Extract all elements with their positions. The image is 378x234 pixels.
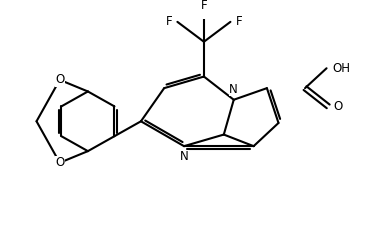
Text: OH: OH [333,62,350,75]
Text: N: N [229,83,238,96]
Text: F: F [235,15,242,28]
Text: O: O [55,156,64,169]
Text: O: O [333,100,342,113]
Text: N: N [180,150,188,163]
Text: F: F [166,15,172,28]
Text: O: O [55,73,64,86]
Text: F: F [201,0,207,12]
